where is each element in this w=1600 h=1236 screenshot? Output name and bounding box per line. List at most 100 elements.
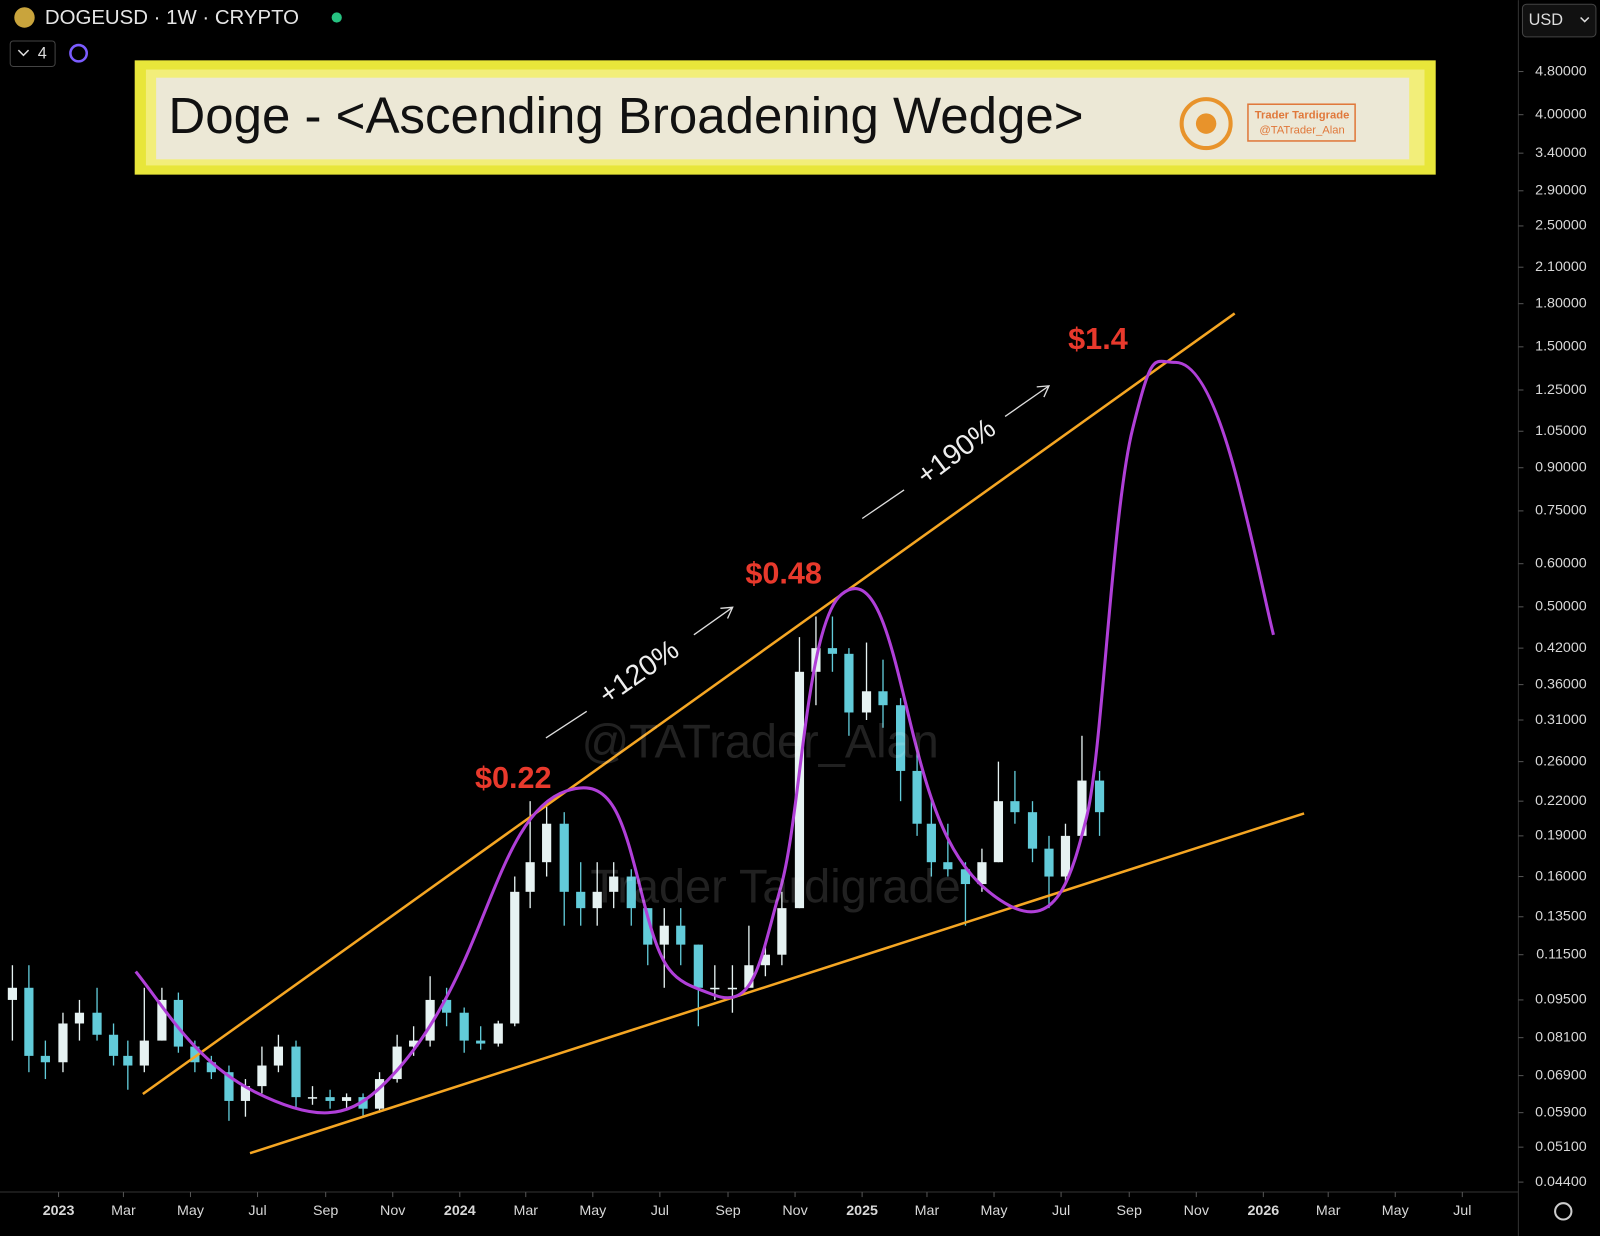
candle-body — [341, 1097, 352, 1101]
candle-body — [592, 891, 602, 909]
currency: USD — [1529, 11, 1563, 29]
y-tick-label: 0.36000 — [1535, 676, 1587, 692]
y-tick-label: 0.75000 — [1535, 503, 1587, 519]
y-tick-label: 1.25000 — [1535, 382, 1587, 398]
x-tick-label: 2024 — [444, 1203, 476, 1219]
y-tick-label: 3.40000 — [1535, 145, 1587, 161]
candle-body — [459, 1012, 469, 1041]
logo-icon — [1179, 97, 1233, 151]
candle-body — [960, 869, 971, 885]
candle-body — [710, 987, 720, 990]
logo-text: Trader Tardigrade — [1255, 109, 1350, 121]
candle-body — [325, 1097, 335, 1101]
y-tick-label: 0.31000 — [1535, 712, 1587, 728]
x-tick-label: Mar — [1316, 1203, 1341, 1219]
x-tick-label: May — [579, 1203, 607, 1219]
x-tick-label: 2026 — [1247, 1203, 1279, 1219]
x-tick-label: Nov — [1184, 1203, 1210, 1219]
candle-body — [358, 1097, 368, 1109]
candle-body — [123, 1055, 133, 1066]
coin-icon — [14, 7, 35, 28]
candle-body — [190, 1046, 200, 1063]
logo-box — [1247, 103, 1356, 142]
candle-body — [827, 648, 838, 654]
x-tick-label: Sep — [1117, 1203, 1142, 1219]
y-tick-label: 0.06900 — [1535, 1067, 1587, 1083]
arrow-line — [861, 489, 905, 520]
candle-body — [307, 1097, 318, 1099]
currency-select[interactable] — [1521, 3, 1597, 38]
x-tick-label: May — [981, 1203, 1009, 1219]
target-label: $0.22 — [475, 761, 552, 795]
y-tick-label: 0.04400 — [1535, 1174, 1587, 1190]
arrow-head — [1036, 385, 1051, 398]
settings-icon[interactable] — [1554, 1202, 1573, 1221]
x-tick-label: May — [1382, 1203, 1410, 1219]
y-tick-label: 0.05100 — [1535, 1139, 1587, 1155]
y-tick-label: 0.90000 — [1535, 460, 1587, 476]
x-tick-label: 2023 — [43, 1203, 75, 1219]
title-banner: Doge - <Ascending Broadening Wedge> Trad… — [134, 60, 1436, 175]
x-tick-label: 2025 — [846, 1203, 878, 1219]
symbol: DOGEUSD · 1W · CRYPTO — [45, 7, 299, 29]
candle-body — [24, 987, 34, 1056]
y-tick-label: 2.10000 — [1535, 259, 1587, 275]
candle-body — [744, 965, 754, 988]
watermark: Trader Tardigrade — [590, 860, 960, 912]
target-label: $1.4 — [1068, 322, 1128, 356]
candle-body — [525, 862, 535, 892]
y-tick-label: 0.42000 — [1535, 640, 1587, 656]
candle-body — [257, 1065, 267, 1087]
x-tick-label: May — [177, 1203, 205, 1219]
candle-body — [409, 1040, 419, 1047]
y-tick-label: 4.00000 — [1535, 106, 1587, 122]
candle-body — [1010, 801, 1020, 813]
candle-body — [58, 1023, 68, 1063]
y-tick-label: 0.22000 — [1535, 793, 1587, 809]
candle-body — [74, 1012, 85, 1024]
candle-body — [40, 1055, 50, 1063]
candle-body — [844, 653, 854, 713]
candle-body — [576, 891, 586, 909]
x-tick-label: Jul — [651, 1203, 669, 1219]
y-tick-label: 0.05900 — [1535, 1104, 1587, 1120]
y-tick-label: 0.16000 — [1535, 868, 1587, 884]
x-tick-label: Jul — [1453, 1203, 1471, 1219]
candle-body — [1060, 835, 1071, 877]
y-tick-label: 0.19000 — [1535, 828, 1587, 844]
candle-body — [794, 671, 805, 909]
candle-body — [896, 705, 906, 771]
candle-body — [861, 691, 872, 713]
candle-body — [1044, 848, 1054, 877]
candle-body — [92, 1012, 102, 1035]
candle-body — [643, 908, 653, 945]
candle-body — [1077, 780, 1087, 836]
indicator-toggle[interactable] — [9, 40, 56, 67]
candle-body — [7, 987, 17, 1000]
candle-body — [1094, 780, 1105, 813]
candle-body — [493, 1023, 503, 1044]
candle-body — [693, 944, 703, 988]
candle-body — [559, 823, 569, 892]
indicator-count: 4 — [38, 45, 47, 63]
chart-title: Doge - <Ascending Broadening Wedge> — [168, 87, 1083, 144]
y-tick-label: 2.90000 — [1535, 183, 1587, 199]
x-tick-label: Mar — [111, 1203, 136, 1219]
projection-curve — [134, 359, 1275, 1115]
candle-body — [157, 999, 167, 1041]
y-tick-label: 0.50000 — [1535, 599, 1587, 615]
y-tick-label: 0.09500 — [1535, 992, 1587, 1008]
candle-body — [442, 999, 452, 1013]
chevron — [1580, 16, 1590, 23]
x-tick-label: Nov — [782, 1203, 808, 1219]
candle-body — [659, 925, 669, 945]
status-dot — [331, 12, 342, 23]
header: DOGEUSD · 1W · CRYPTO 4 USD — [9, 3, 1597, 1221]
arrow-line — [545, 710, 588, 739]
x-tick-label: Sep — [715, 1203, 740, 1219]
candle-body — [425, 999, 435, 1041]
refresh-icon[interactable] — [69, 43, 89, 63]
